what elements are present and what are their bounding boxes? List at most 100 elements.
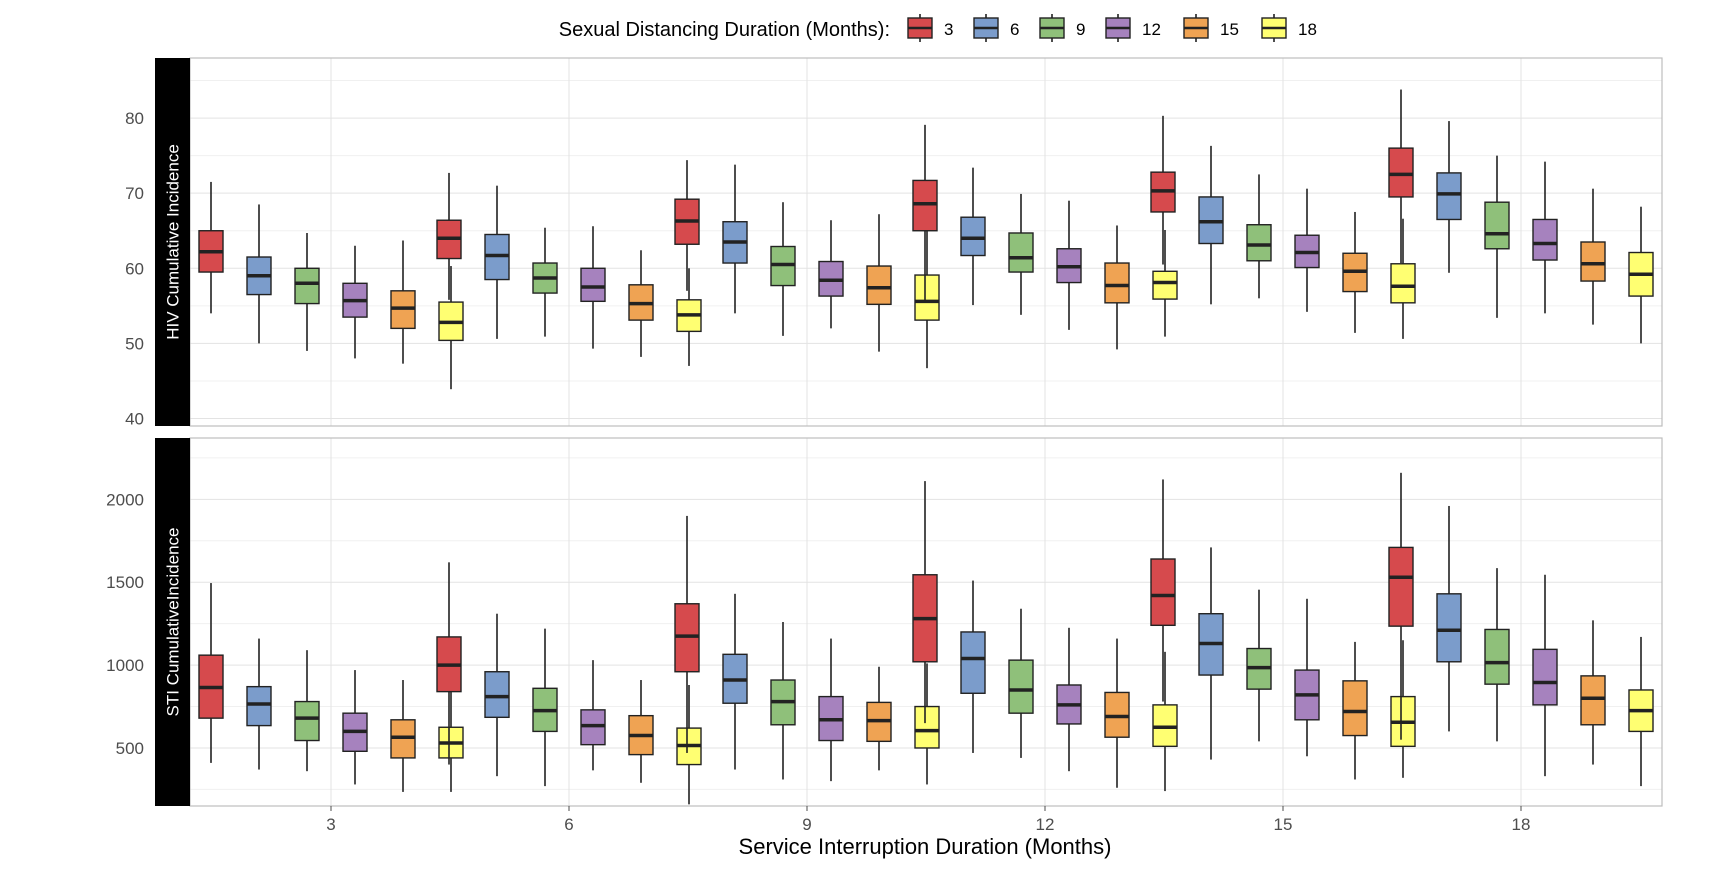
box-18-12 xyxy=(1532,161,1558,314)
panel-2: 500 1000 1500 2000 STI CumulativeIncidence xyxy=(106,437,1663,807)
box-6-15 xyxy=(628,250,654,357)
box-iqr xyxy=(294,267,320,305)
box-15-9 xyxy=(1246,589,1272,742)
x-tick-label: 6 xyxy=(564,815,573,834)
box-iqr xyxy=(1342,680,1368,737)
box-12-3 xyxy=(912,124,938,301)
box-3-6 xyxy=(246,204,272,344)
box-18-3 xyxy=(1388,89,1414,264)
box-3-12 xyxy=(342,245,368,359)
box-15-15 xyxy=(1342,641,1368,780)
box-9-3 xyxy=(674,515,700,753)
box-iqr xyxy=(866,265,892,306)
box-iqr xyxy=(1008,659,1034,714)
box-iqr xyxy=(960,216,986,257)
box-12-6 xyxy=(960,580,986,753)
legend: Sexual Distancing Duration (Months): 3 6 9… xyxy=(559,14,1317,42)
y-tick-label: 2000 xyxy=(106,490,144,509)
legend-item-18: 18 xyxy=(1261,14,1317,42)
y-tick-label: 40 xyxy=(125,409,144,428)
box-iqr xyxy=(914,274,940,321)
box-18-18 xyxy=(1628,206,1654,344)
box-iqr xyxy=(1532,648,1558,706)
box-9-9 xyxy=(770,202,796,336)
strip-label: STI CumulativeIncidence xyxy=(164,528,183,717)
box-iqr xyxy=(1436,593,1462,663)
box-18-6 xyxy=(1436,121,1462,273)
box-15-3 xyxy=(1150,115,1176,265)
legend-item-15: 15 xyxy=(1183,14,1239,42)
box-9-12 xyxy=(818,220,844,329)
strip-background xyxy=(155,58,190,426)
x-tick-label: 3 xyxy=(326,815,335,834)
box-15-6 xyxy=(1198,145,1224,305)
box-6-12 xyxy=(580,660,606,771)
legend-label: 9 xyxy=(1076,20,1085,39)
box-iqr xyxy=(580,267,606,303)
y-tick-label: 1500 xyxy=(106,573,144,592)
box-6-9 xyxy=(532,628,558,787)
legend-item-3: 3 xyxy=(907,14,953,42)
box-6-3 xyxy=(436,562,462,765)
strip-label: HIV Cumulative Incidence xyxy=(164,144,183,340)
legend-label: 3 xyxy=(944,20,953,39)
box-15-6 xyxy=(1198,547,1224,760)
legend-item-6: 6 xyxy=(973,14,1019,42)
box-3-18 xyxy=(438,266,464,390)
box-15-18 xyxy=(1390,640,1416,778)
box-18-3 xyxy=(1388,472,1414,740)
box-iqr xyxy=(1150,558,1176,627)
box-3-15 xyxy=(390,680,416,792)
box-6-12 xyxy=(580,226,606,349)
box-iqr xyxy=(1388,147,1414,198)
box-9-15 xyxy=(866,214,892,352)
x-tick-label: 12 xyxy=(1036,815,1055,834)
box-6-9 xyxy=(532,227,558,337)
box-9-3 xyxy=(674,160,700,291)
box-18-9 xyxy=(1484,568,1510,742)
box-15-18 xyxy=(1390,218,1416,339)
legend-label: 12 xyxy=(1142,20,1161,39)
box-3-15 xyxy=(390,240,416,364)
box-9-6 xyxy=(722,164,748,314)
box-6-18 xyxy=(676,684,702,805)
legend-item-12: 12 xyxy=(1105,14,1161,42)
box-6-18 xyxy=(676,268,702,366)
y-tick-label: 500 xyxy=(116,739,144,758)
box-iqr xyxy=(1484,201,1510,250)
y-tick-label: 1000 xyxy=(106,656,144,675)
box-iqr xyxy=(1388,546,1414,627)
panel-1: 40 50 60 70 80 HIV Cumulative Incidence xyxy=(125,57,1663,428)
box-15-12 xyxy=(1294,598,1320,757)
legend-title: Sexual Distancing Duration (Months): xyxy=(559,19,890,41)
y-tick-label: 80 xyxy=(125,109,144,128)
box-iqr xyxy=(912,179,938,232)
box-12-18 xyxy=(1152,651,1178,792)
box-3-9 xyxy=(294,650,320,772)
box-12-12 xyxy=(1056,200,1082,330)
box-3-18 xyxy=(438,684,464,792)
box-6-6 xyxy=(484,613,510,777)
box-9-18 xyxy=(914,663,940,785)
box-15-12 xyxy=(1294,188,1320,312)
box-iqr xyxy=(1008,232,1034,273)
x-tick-label: 15 xyxy=(1274,815,1293,834)
box-iqr xyxy=(1532,218,1558,261)
box-iqr xyxy=(1152,270,1178,300)
box-iqr xyxy=(1390,263,1416,304)
x-tick-label: 18 xyxy=(1512,815,1531,834)
box-iqr xyxy=(1484,628,1510,685)
box-18-15 xyxy=(1580,620,1606,765)
x-tick-label: 9 xyxy=(802,815,811,834)
box-iqr xyxy=(484,671,510,719)
strip-background xyxy=(155,438,190,806)
box-3-6 xyxy=(246,638,272,770)
box-iqr xyxy=(1580,675,1606,726)
box-6-6 xyxy=(484,185,510,339)
panel-background xyxy=(190,58,1662,426)
box-12-6 xyxy=(960,167,986,306)
box-12-18 xyxy=(1152,229,1178,337)
box-12-3 xyxy=(912,481,938,724)
box-6-3 xyxy=(436,172,462,300)
